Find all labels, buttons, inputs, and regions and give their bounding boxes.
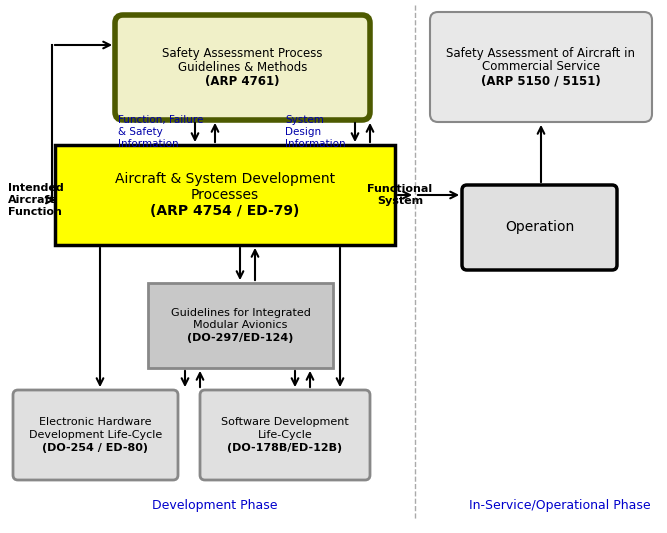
Text: System
Design
Information: System Design Information — [285, 116, 346, 149]
Text: Function, Failure
& Safety
Information: Function, Failure & Safety Information — [118, 116, 203, 149]
Text: Guidelines for Integrated: Guidelines for Integrated — [171, 308, 310, 318]
Text: In-Service/Operational Phase: In-Service/Operational Phase — [469, 498, 651, 512]
Text: (DO-178B/ED-12B): (DO-178B/ED-12B) — [227, 443, 343, 453]
Text: Safety Assessment of Aircraft in: Safety Assessment of Aircraft in — [446, 47, 636, 60]
Text: (ARP 4761): (ARP 4761) — [205, 75, 279, 87]
Text: Development Life-Cycle: Development Life-Cycle — [29, 430, 162, 440]
Text: Software Development: Software Development — [221, 417, 349, 427]
Text: (DO-297/ED-124): (DO-297/ED-124) — [187, 333, 293, 343]
FancyBboxPatch shape — [13, 390, 178, 480]
Text: (ARP 5150 / 5151): (ARP 5150 / 5151) — [481, 74, 601, 87]
Text: (ARP 4754 / ED-79): (ARP 4754 / ED-79) — [150, 204, 299, 218]
FancyBboxPatch shape — [430, 12, 652, 122]
Text: Aircraft & System Development: Aircraft & System Development — [115, 172, 335, 186]
Text: Processes: Processes — [191, 188, 259, 202]
Text: Commercial Service: Commercial Service — [482, 61, 600, 74]
Text: Modular Avionics: Modular Avionics — [193, 320, 287, 330]
Text: Intended
Aircraft
Function: Intended Aircraft Function — [8, 183, 64, 216]
Bar — [55, 145, 395, 245]
Text: Functional
System: Functional System — [368, 184, 433, 206]
Text: Life-Cycle: Life-Cycle — [257, 430, 312, 440]
Text: Operation: Operation — [505, 221, 574, 235]
FancyBboxPatch shape — [462, 185, 617, 270]
Text: Guidelines & Methods: Guidelines & Methods — [178, 61, 307, 74]
Text: (DO-254 / ED-80): (DO-254 / ED-80) — [43, 443, 149, 453]
Text: Development Phase: Development Phase — [152, 498, 277, 512]
Bar — [148, 283, 333, 368]
FancyBboxPatch shape — [200, 390, 370, 480]
Text: Electronic Hardware: Electronic Hardware — [39, 417, 152, 427]
Text: Safety Assessment Process: Safety Assessment Process — [162, 47, 323, 60]
FancyBboxPatch shape — [115, 15, 370, 120]
